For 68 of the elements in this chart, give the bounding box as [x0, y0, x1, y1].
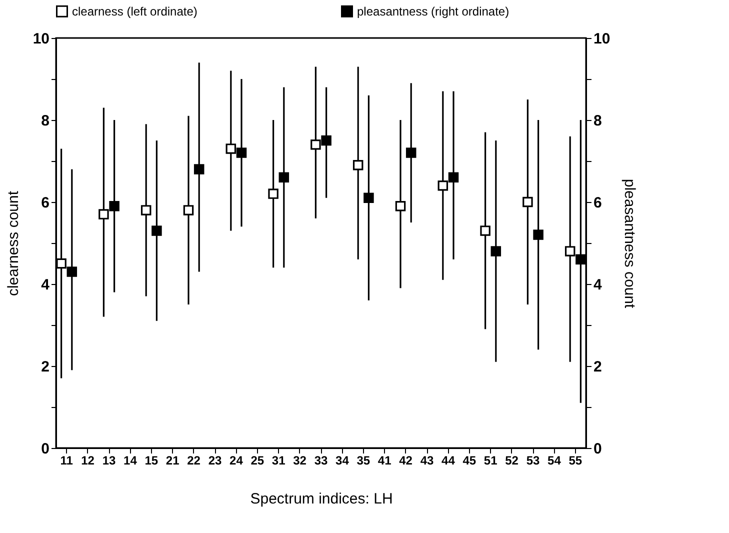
point — [194, 164, 204, 174]
y2-axis-title: pleasantness count — [621, 178, 638, 309]
y2-tick-label: 8 — [594, 112, 602, 130]
x-tick-label: 52 — [505, 454, 519, 468]
x-tick-label: 53 — [526, 454, 540, 468]
x-tick-label: 24 — [230, 454, 244, 468]
x-tick-label: 35 — [356, 454, 370, 468]
point — [268, 188, 278, 199]
point — [395, 200, 406, 212]
x-tick-label: 25 — [250, 454, 264, 468]
point — [152, 226, 162, 236]
point — [321, 135, 332, 146]
y-tick-label: 4 — [41, 276, 50, 294]
x-tick-label: 42 — [399, 454, 413, 468]
point — [364, 192, 374, 204]
point — [310, 139, 321, 150]
x-tick-label: 32 — [293, 454, 307, 468]
y2-tick-label: 10 — [594, 30, 610, 48]
y2-tick-label: 4 — [594, 276, 602, 294]
point — [56, 258, 66, 269]
point — [98, 209, 109, 220]
x-axis-title: Spectrum indices: LH — [250, 490, 393, 508]
point — [480, 226, 490, 236]
point — [352, 160, 364, 170]
x-tick-label: 31 — [272, 454, 286, 468]
y-tick-label: 0 — [41, 440, 50, 458]
point — [406, 148, 416, 158]
y2-tick-label: 6 — [594, 194, 602, 212]
x-tick-label: 44 — [442, 454, 456, 468]
point — [576, 254, 586, 265]
point — [522, 196, 533, 208]
x-tick-label: 12 — [81, 454, 95, 468]
point — [183, 205, 194, 216]
legend-label: pleasantness (right ordinate) — [357, 4, 510, 18]
y-tick-label: 6 — [41, 194, 50, 212]
x-tick-label: 45 — [462, 454, 476, 468]
point — [109, 200, 120, 212]
y-tick-label: 8 — [41, 112, 50, 130]
x-tick-label: 21 — [166, 454, 180, 468]
x-tick-label: 51 — [484, 454, 498, 468]
point — [448, 172, 459, 183]
y-tick-label: 2 — [41, 358, 50, 376]
x-tick-label: 13 — [102, 454, 116, 468]
point — [236, 148, 247, 158]
legend-label: clearness (left ordinate) — [72, 4, 198, 18]
point — [66, 266, 78, 277]
x-tick-label: 15 — [144, 454, 158, 468]
point — [564, 246, 576, 256]
y-tick-label: 10 — [32, 30, 50, 48]
point — [226, 144, 236, 154]
x-tick-label: 55 — [568, 454, 582, 468]
point — [438, 180, 448, 191]
point — [490, 246, 502, 256]
point — [140, 205, 152, 216]
x-tick-label: 41 — [378, 454, 392, 468]
x-tick-label: 54 — [548, 454, 562, 468]
x-tick-label: 11 — [60, 454, 74, 468]
x-tick-label: 14 — [124, 454, 138, 468]
y2-tick-label: 2 — [594, 358, 602, 376]
point — [533, 230, 544, 240]
y2-tick-label: 0 — [594, 440, 602, 458]
x-tick-label: 34 — [336, 454, 350, 468]
y-axis-title: clearness count — [4, 190, 22, 296]
x-tick-label: 33 — [314, 454, 328, 468]
x-tick-label: 22 — [187, 454, 201, 468]
x-tick-label: 43 — [420, 454, 434, 468]
point — [278, 172, 290, 183]
x-tick-label: 23 — [208, 454, 222, 468]
